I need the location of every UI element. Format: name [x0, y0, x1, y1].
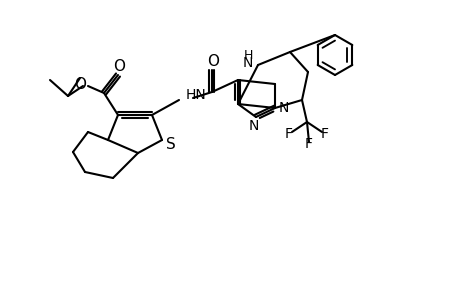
Text: O: O	[74, 76, 86, 92]
Text: F: F	[285, 127, 292, 141]
Text: O: O	[113, 58, 125, 74]
Text: N: N	[242, 56, 252, 70]
Text: F: F	[320, 127, 328, 141]
Text: F: F	[304, 137, 312, 151]
Text: HN: HN	[185, 88, 206, 102]
Text: N: N	[278, 101, 289, 115]
Text: S: S	[166, 136, 175, 152]
Text: N: N	[248, 119, 258, 133]
Text: O: O	[207, 53, 218, 68]
Text: H: H	[243, 49, 252, 62]
